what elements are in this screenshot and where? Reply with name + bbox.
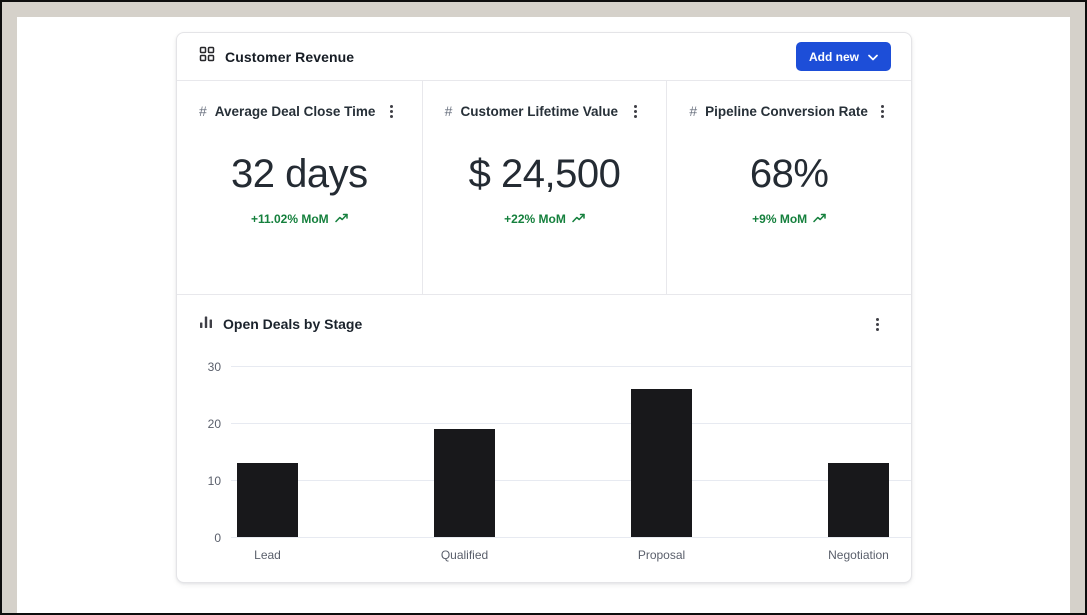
x-axis-category-label: Lead [198,548,338,562]
kpi-change-badge: +9% MoM [752,212,826,226]
trending-up-icon [813,212,826,226]
kpi-value: 32 days [231,152,368,197]
kpi-card-menu-button[interactable] [626,101,644,121]
kpi-card-average-deal-close-time: # Average Deal Close Time 32 days +11.02… [177,81,422,294]
number-icon: # [445,103,453,119]
kebab-menu-icon [876,323,879,326]
add-new-button[interactable]: Add new [796,42,891,71]
add-new-label: Add new [809,50,859,64]
x-axis-category-label: Qualified [395,548,535,562]
kpi-card-menu-button[interactable] [383,101,399,121]
y-axis-tick-label: 30 [177,359,221,375]
kpi-row: # Average Deal Close Time 32 days +11.02… [177,81,911,295]
kpi-card-body: $ 24,500 +22% MoM [445,121,645,270]
kpi-card-body: 68% +9% MoM [689,121,889,270]
bar-qualified[interactable] [434,429,495,537]
page-title: Customer Revenue [225,49,354,65]
kebab-menu-icon [390,110,393,113]
bar-chart-icon [199,315,213,334]
dashboard-panel: Customer Revenue Add new # Average Deal … [176,32,912,583]
number-icon: # [689,103,697,119]
kpi-change-badge: +22% MoM [504,212,585,226]
kpi-card-title: Customer Lifetime Value [460,104,618,119]
kpi-card-customer-lifetime-value: # Customer Lifetime Value $ 24,500 +22% … [422,81,667,294]
bar-negotiation[interactable] [828,463,889,537]
y-axis-tick-label: 10 [177,473,221,489]
gridline [231,480,911,481]
kpi-card-header: # Pipeline Conversion Rate [689,101,889,121]
window-frame: Customer Revenue Add new # Average Deal … [0,0,1087,615]
kpi-change-badge: +11.02% MoM [251,212,348,226]
kpi-card-header: # Average Deal Close Time [199,101,400,121]
kpi-value: 68% [750,152,829,197]
trending-up-icon [572,212,585,226]
trending-up-icon [335,212,348,226]
dashboard-header: Customer Revenue Add new [177,33,911,81]
bar-lead[interactable] [237,463,298,537]
kpi-card-title: Pipeline Conversion Rate [705,104,868,119]
y-axis-tick-label: 20 [177,416,221,432]
gridline [231,423,911,424]
chart-card-open-deals-by-stage: Open Deals by Stage 0102030 LeadQualifie… [177,295,911,582]
number-icon: # [199,103,207,119]
grid-icon [199,46,215,67]
kpi-value: $ 24,500 [469,152,621,197]
kpi-card-pipeline-conversion-rate: # Pipeline Conversion Rate 68% +9% MoM [666,81,911,294]
bar-proposal[interactable] [631,389,692,537]
kpi-change-text: +9% MoM [752,212,807,226]
kpi-change-text: +22% MoM [504,212,566,226]
chart-menu-button[interactable] [867,314,887,334]
kebab-menu-icon [881,110,884,113]
kpi-card-body: 32 days +11.02% MoM [199,121,400,270]
gridline [231,366,911,367]
kpi-card-header: # Customer Lifetime Value [445,101,645,121]
kpi-card-menu-button[interactable] [876,101,889,121]
kpi-change-text: +11.02% MoM [251,212,329,226]
bar-chart-plot: 0102030 [177,367,911,538]
chart-title: Open Deals by Stage [223,316,362,332]
kpi-card-title: Average Deal Close Time [215,104,376,119]
x-axis-category-label: Negotiation [789,548,929,562]
chart-card-header: Open Deals by Stage [177,295,911,335]
bar-chart-categories: LeadQualifiedProposalNegotiation [177,538,911,568]
kebab-menu-icon [634,110,637,113]
x-axis-category-label: Proposal [592,548,732,562]
chevron-down-icon [868,50,878,64]
page-background: Customer Revenue Add new # Average Deal … [17,17,1070,613]
